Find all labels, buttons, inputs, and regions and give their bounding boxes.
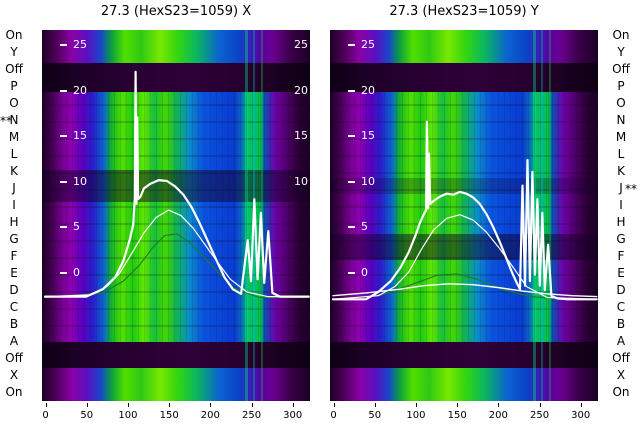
row-label: J	[12, 181, 16, 195]
row-label: On	[612, 28, 630, 42]
right-row-labels: On Y Off P O N M L K J I H G F E D C B A Off X On	[608, 27, 634, 401]
profile-curves-y	[331, 120, 598, 301]
row-label: On	[5, 385, 23, 399]
x-tick-label: 100	[107, 403, 148, 421]
row-label: N	[9, 113, 19, 127]
x-tick-label: 200	[190, 403, 231, 421]
row-label: B	[9, 317, 19, 331]
y-tick-label: 15	[60, 129, 87, 143]
row-label: E	[617, 266, 625, 280]
row-label: H	[9, 215, 19, 229]
row-label: L	[10, 147, 18, 161]
x-axis-ticks-panel-x: 0 50 100 150 200 250 300	[25, 403, 313, 421]
row-label: G	[616, 232, 626, 246]
heatmap-band-bottom	[42, 368, 310, 401]
y-tick-label-right: 10	[294, 174, 308, 188]
x-tick-label: 250	[231, 403, 272, 421]
dark-row-band	[330, 234, 598, 260]
y-tick-label: 10	[60, 175, 87, 189]
row-label: Y	[10, 45, 18, 59]
y-tick-label: 5	[60, 220, 87, 234]
row-label: M	[615, 130, 627, 144]
y-tick-label: 0	[60, 266, 87, 280]
row-label: Off	[5, 351, 23, 365]
row-label: On	[5, 28, 23, 42]
row-label: K	[10, 164, 18, 178]
x-tick-label: 0	[25, 403, 66, 421]
row-label: H	[616, 215, 626, 229]
heatmap-band-bottom	[330, 368, 598, 401]
row-label: M	[8, 130, 20, 144]
x-tick-label: 300	[272, 403, 313, 421]
x-tick-label: 100	[395, 403, 436, 421]
series-profile-main	[43, 70, 310, 298]
row-label: D	[9, 283, 19, 297]
series-profile-secondary	[332, 214, 598, 300]
row-label: B	[616, 317, 626, 331]
series-profile-main	[331, 120, 598, 301]
row-label: P	[617, 79, 625, 93]
y-axis-right-ticks-x: 25 20 15 10	[294, 38, 308, 220]
panel-x-title: 27.3 (HexS23=1059) X	[100, 4, 252, 19]
right-asterisk-marker: **	[625, 182, 637, 196]
x-tick-label: 50	[66, 403, 107, 421]
y-tick-label: 0	[348, 266, 375, 280]
row-label: O	[9, 96, 19, 110]
y-tick-label: 15	[348, 129, 375, 143]
y-axis-ticks-x: 25 20 15 10 5 0	[60, 38, 87, 311]
row-label: O	[616, 96, 626, 110]
row-label: Y	[617, 45, 625, 59]
row-label: Off	[612, 351, 630, 365]
row-label: F	[10, 249, 18, 263]
row-label: X	[9, 368, 19, 382]
row-label: X	[616, 368, 626, 382]
x-tick-label: 0	[313, 403, 354, 421]
row-label: N	[616, 113, 626, 127]
x-tick-label: 150	[149, 403, 190, 421]
row-label: C	[9, 300, 19, 314]
row-label: I	[12, 198, 16, 212]
y-tick-label: 5	[348, 220, 375, 234]
left-asterisk-marker: **	[0, 114, 12, 128]
row-label: Off	[5, 62, 23, 76]
y-tick-label: 20	[348, 84, 375, 98]
heatmap-panel-x: 25 20 15 10 5 0 25 20 15 10	[42, 30, 310, 401]
row-label: J	[619, 181, 623, 195]
y-tick-label: 20	[60, 84, 87, 98]
y-tick-label: 25	[60, 38, 87, 52]
row-label: K	[617, 164, 625, 178]
series-fit-green	[44, 233, 310, 299]
left-row-labels: On Y Off P O N M L K J I H G F E D C B A Off X On	[1, 27, 27, 401]
row-label: E	[10, 266, 18, 280]
y-tick-label-right: 25	[294, 38, 308, 51]
x-axis-ticks-panel-y: 0 50 100 150 200 250 300	[313, 403, 601, 421]
row-label: A	[616, 334, 626, 348]
x-tick-label: 200	[478, 403, 519, 421]
y-tick-label: 10	[348, 175, 375, 189]
row-label: P	[10, 79, 18, 93]
y-tick-label-right: 15	[294, 129, 308, 142]
x-tick-label: 250	[519, 403, 560, 421]
row-label: C	[616, 300, 626, 314]
heatmap-panel-y: 25 20 15 10 5 0	[330, 30, 598, 401]
x-tick-label: 50	[354, 403, 395, 421]
row-label: G	[9, 232, 19, 246]
row-label: On	[612, 385, 630, 399]
row-label: D	[616, 283, 626, 297]
profile-curves-x	[43, 70, 310, 299]
row-label: I	[619, 198, 623, 212]
panel-y-title: 27.3 (HexS23=1059) Y	[389, 4, 539, 19]
x-tick-label: 150	[437, 403, 478, 421]
y-tick-label: 25	[348, 38, 375, 52]
heatmap-band-off-lower	[42, 342, 310, 368]
row-label: L	[617, 147, 625, 161]
heatmap-band-off-lower	[330, 342, 598, 368]
y-axis-ticks-y: 25 20 15 10 5 0	[348, 38, 375, 311]
row-label: Off	[612, 62, 630, 76]
row-label: F	[617, 249, 625, 263]
x-tick-label: 300	[560, 403, 601, 421]
y-tick-label-right: 20	[294, 83, 308, 97]
row-label: A	[9, 334, 19, 348]
